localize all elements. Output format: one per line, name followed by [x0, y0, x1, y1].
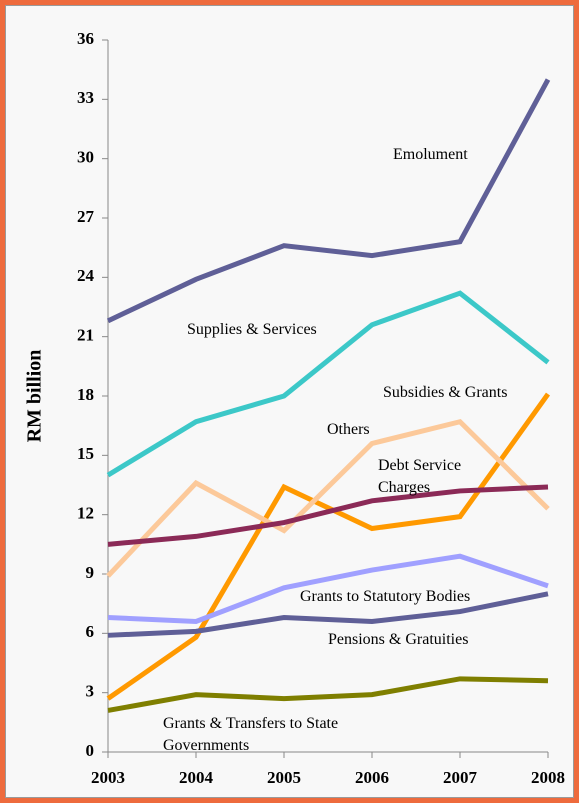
series-line	[107, 484, 549, 547]
y-tick-label: 0	[86, 741, 95, 760]
series-label: Supplies & Services	[187, 321, 317, 338]
series-label: Grants & Transfers to State Governments	[163, 715, 339, 754]
x-tick-label: 2003	[91, 768, 125, 787]
series-line	[106, 418, 550, 578]
y-tick-label: 15	[77, 444, 94, 463]
y-tick-label: 30	[77, 148, 94, 167]
series-label: Subsidies & Grants	[383, 384, 508, 401]
series-label: Grants to Statutory Bodies	[300, 588, 471, 605]
series-line	[106, 392, 551, 701]
series-line	[107, 553, 549, 624]
x-tick-label: 2005	[267, 768, 301, 787]
y-tick-label: 9	[86, 563, 95, 582]
y-tick-label: 21	[77, 326, 94, 345]
y-tick-label: 6	[86, 622, 95, 641]
x-tick-label: 2006	[355, 768, 389, 787]
y-tick-label: 3	[86, 682, 95, 701]
chart-frame	[5, 5, 574, 798]
series-label: Pensions & Gratuities	[328, 631, 469, 648]
series-line	[106, 78, 551, 324]
x-tick-label: 2008	[531, 768, 565, 787]
series-label: Emolument	[393, 146, 468, 163]
y-tick-label: 12	[77, 504, 94, 523]
series-line	[107, 591, 549, 638]
series-label: Debt Service Charges	[378, 457, 462, 496]
series-line	[106, 290, 550, 478]
y-tick-label: 36	[77, 29, 94, 48]
y-tick-label: 27	[77, 207, 95, 226]
y-tick-label: 24	[77, 266, 95, 285]
series-line	[107, 676, 549, 713]
x-tick-label: 2004	[179, 768, 214, 787]
y-axis-label: RM billion	[24, 350, 46, 443]
series-label: Others	[327, 421, 370, 438]
y-tick-label: 18	[77, 385, 94, 404]
y-tick-label: 33	[77, 88, 94, 107]
x-tick-label: 2007	[443, 768, 478, 787]
